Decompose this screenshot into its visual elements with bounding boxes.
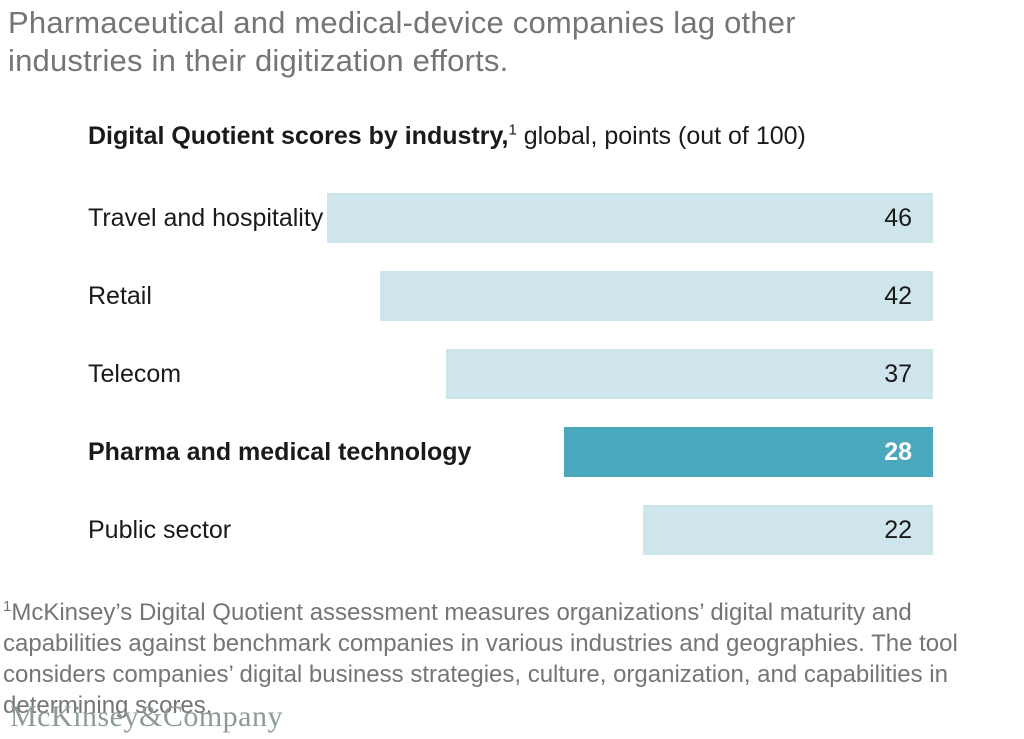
bar: 37 <box>446 349 933 399</box>
bar-highlighted: 28 <box>564 427 933 477</box>
chart-title-bold: Digital Quotient scores by industry, <box>88 122 509 150</box>
footnote-text: McKinsey’s Digital Quotient assessment m… <box>3 599 958 719</box>
bar-value: 46 <box>884 203 912 232</box>
bar-value: 28 <box>884 437 912 466</box>
category-label: Pharma and medical technology <box>88 437 472 466</box>
chart-row: Pharma and medical technology 28 <box>88 427 933 477</box>
bar-value: 22 <box>884 515 912 544</box>
chart-title-units: global, points (out of 100) <box>516 122 806 150</box>
bar-value: 37 <box>884 359 912 388</box>
bar-chart: Travel and hospitality 46 Retail 42 Telecom 3… <box>88 193 933 583</box>
chart-title: Digital Quotient scores by industry,1 gl… <box>88 122 806 151</box>
category-label: Travel and hospitality <box>88 203 324 232</box>
bar: 46 <box>327 193 933 243</box>
chart-row: Travel and hospitality 46 <box>88 193 933 243</box>
chart-row: Retail 42 <box>88 271 933 321</box>
chart-row: Telecom 37 <box>88 349 933 399</box>
category-label: Retail <box>88 281 152 310</box>
category-label: Public sector <box>88 515 232 544</box>
category-label: Telecom <box>88 359 182 388</box>
page-title: Pharmaceutical and medical-device compan… <box>8 5 796 78</box>
bar: 22 <box>643 505 933 555</box>
mckinsey-logo: McKinsey&Company <box>10 700 283 733</box>
chart-title-footnote-marker: 1 <box>508 121 517 139</box>
footnote-marker: 1 <box>3 598 12 615</box>
bar-value: 42 <box>884 281 912 310</box>
chart-row: Public sector 22 <box>88 505 933 555</box>
footnote: 1McKinsey’s Digital Quotient assessment … <box>3 597 1005 721</box>
bar: 42 <box>380 271 933 321</box>
